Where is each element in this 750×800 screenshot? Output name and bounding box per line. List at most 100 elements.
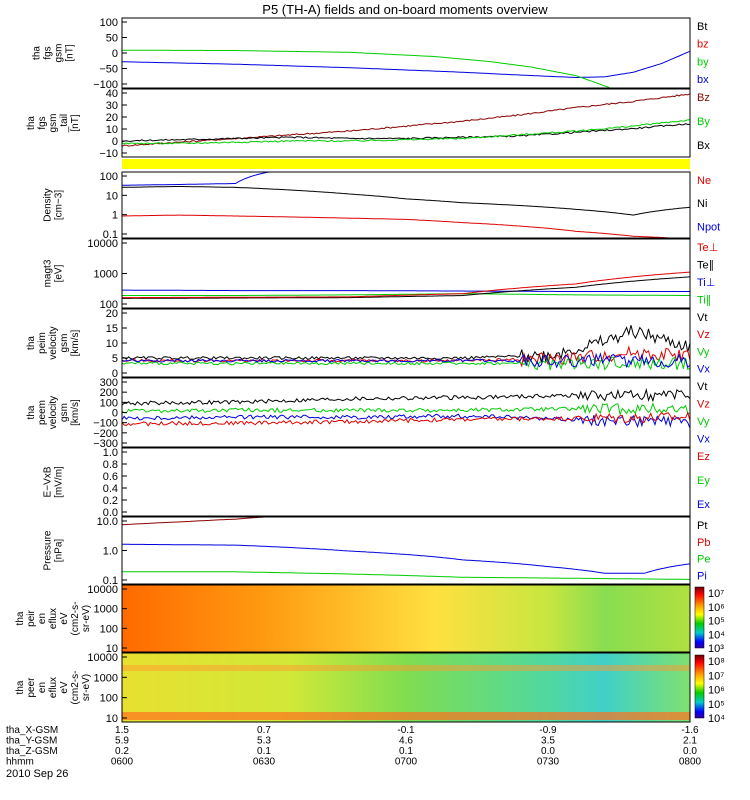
legend-Ey: Ey bbox=[697, 475, 710, 487]
series-Te⊥ bbox=[122, 271, 691, 299]
frame-p7 bbox=[121, 377, 691, 448]
ylabel-line: gsm bbox=[48, 114, 59, 133]
series-Npot bbox=[122, 171, 293, 186]
status-bar bbox=[122, 159, 690, 169]
legend-bz: bz bbox=[697, 39, 709, 51]
footer-value: 0.0 bbox=[541, 746, 555, 757]
legend-Te∥: Te∥ bbox=[697, 259, 714, 271]
footer-label: tha_Z-GSM bbox=[6, 746, 58, 757]
ylabel-line: (cm2-s- bbox=[70, 671, 81, 705]
heatmap-band-high bbox=[122, 665, 690, 671]
colorbar-p11 bbox=[694, 654, 705, 719]
footer-group: tha_X-GSM 1.5 0.7 -0.1 -0.9 -1.6 tha_Y-GSM 5.9 5… bbox=[6, 725, 702, 768]
tick-label: 15 bbox=[106, 323, 118, 335]
footer-value: 5.9 bbox=[115, 736, 129, 747]
frame-p9 bbox=[121, 516, 691, 585]
ylabel-line: peem bbox=[37, 400, 48, 425]
legend-Pb: Pb bbox=[697, 537, 710, 549]
ylabel-line: tha bbox=[15, 680, 26, 694]
ylabel-line: Density bbox=[43, 188, 54, 221]
series-Pe bbox=[122, 571, 690, 580]
ylabel-line: gsm bbox=[59, 403, 70, 422]
legend-Vt: Vt bbox=[697, 312, 707, 324]
tick-label: 30 bbox=[106, 100, 118, 112]
legend-Npot: Npot bbox=[697, 221, 720, 233]
tick-label: 300 bbox=[100, 377, 118, 389]
footer-value: 0800 bbox=[679, 757, 702, 768]
colorbar-p10 bbox=[694, 586, 705, 649]
ylabel-line: [nT] bbox=[70, 114, 81, 131]
footer-value: 0.1 bbox=[257, 746, 271, 757]
series-bx bbox=[122, 50, 691, 79]
tick-label: 10.0 bbox=[97, 516, 118, 528]
ylabel-line: tha bbox=[32, 46, 43, 60]
footer-value: 2.1 bbox=[683, 736, 697, 747]
legend-Vt: Vt bbox=[697, 381, 707, 393]
panel-p4: Ne Ni Npot 100 10 1 0.1 Density [cm−3] bbox=[43, 171, 721, 241]
ylabel-line: sr-eV) bbox=[81, 674, 92, 701]
tick-label: −50 bbox=[99, 64, 118, 76]
series-Ti∥ bbox=[122, 293, 690, 296]
footer-label: tha_X-GSM bbox=[6, 725, 58, 736]
legend-Pe: Pe bbox=[697, 554, 710, 566]
legend-Pt: Pt bbox=[697, 520, 707, 532]
colorbar-label: 10⁷ bbox=[708, 588, 724, 600]
series-by bbox=[122, 49, 610, 88]
tick-label: 0.1 bbox=[103, 575, 118, 587]
legend-Ni: Ni bbox=[697, 198, 707, 210]
tick-label: 0 bbox=[112, 408, 118, 420]
plot-title: P5 (TH-A) fields and on-board moments ov… bbox=[262, 2, 548, 17]
tick-label: 1000 bbox=[94, 672, 118, 684]
panel-p6: Vt Vz Vy Vx 20 15 10 5 0 tha peim velocity gsm [km/s] bbox=[26, 308, 710, 380]
footer-value: 0.2 bbox=[115, 746, 129, 757]
footer-value: -0.9 bbox=[539, 725, 557, 736]
ylabel-line: (cm2-s- bbox=[70, 602, 81, 636]
tick-label: 100 bbox=[100, 397, 118, 409]
footer-value: 0.1 bbox=[399, 746, 413, 757]
legend-Bz: Bz bbox=[697, 92, 710, 104]
colorbar-label: 10⁵ bbox=[708, 616, 725, 628]
tick-label: 100 bbox=[100, 171, 118, 183]
series-Vt bbox=[121, 325, 691, 363]
legend-by: by bbox=[697, 56, 709, 68]
ylabel-line: eV bbox=[59, 612, 70, 625]
tick-label: 1.0 bbox=[103, 447, 118, 459]
ylabel-line: peim bbox=[37, 332, 48, 354]
tick-label: 1.0 bbox=[103, 546, 118, 558]
legend-Vy: Vy bbox=[697, 416, 710, 428]
legend-Ti∥: Ti∥ bbox=[697, 294, 711, 306]
series-Ti⊥ bbox=[122, 289, 690, 292]
footer-label: tha_Y-GSM bbox=[6, 736, 57, 747]
frame-p10 bbox=[121, 584, 691, 653]
legend-Vz: Vz bbox=[697, 329, 710, 341]
ylabel-line: gsm bbox=[59, 334, 70, 353]
ylabel-line: eflux bbox=[48, 608, 59, 629]
series-By bbox=[121, 119, 691, 145]
ylabel-line: tha bbox=[15, 611, 26, 625]
tick-label: −200 bbox=[93, 428, 118, 440]
ylabel-line: [nPa] bbox=[54, 539, 65, 563]
panel-p9: Pt Pb Pe Pi 10.0 1.0 0.1 Pressure [nPa] bbox=[43, 516, 711, 587]
frame-p2 bbox=[121, 88, 691, 158]
ylabel-line: en bbox=[37, 613, 48, 624]
legend-bx: bx bbox=[697, 74, 709, 86]
series-Ne bbox=[122, 214, 690, 239]
tick-label: 10 bbox=[106, 643, 118, 655]
legend-By: By bbox=[697, 116, 710, 128]
tick-label: 0 bbox=[112, 136, 118, 148]
legend-Ti⊥: Ti⊥ bbox=[697, 277, 715, 289]
frame-p1 bbox=[121, 17, 691, 89]
footer-value: 0.7 bbox=[257, 725, 271, 736]
tick-label: 20 bbox=[106, 308, 118, 320]
ylabel-line: sr-eV) bbox=[81, 605, 92, 632]
colorbar-label: 10⁴ bbox=[708, 713, 725, 725]
ylabel-line: eflux bbox=[48, 677, 59, 698]
colorbar-label: 10⁵ bbox=[708, 699, 725, 711]
heatmap-p11 bbox=[122, 653, 690, 722]
panel-p8: Ez Ey Ex 1.00.80.60.40.20.0 E−VxB [mV/m] bbox=[43, 447, 711, 519]
tick-label: 1 bbox=[112, 210, 118, 222]
